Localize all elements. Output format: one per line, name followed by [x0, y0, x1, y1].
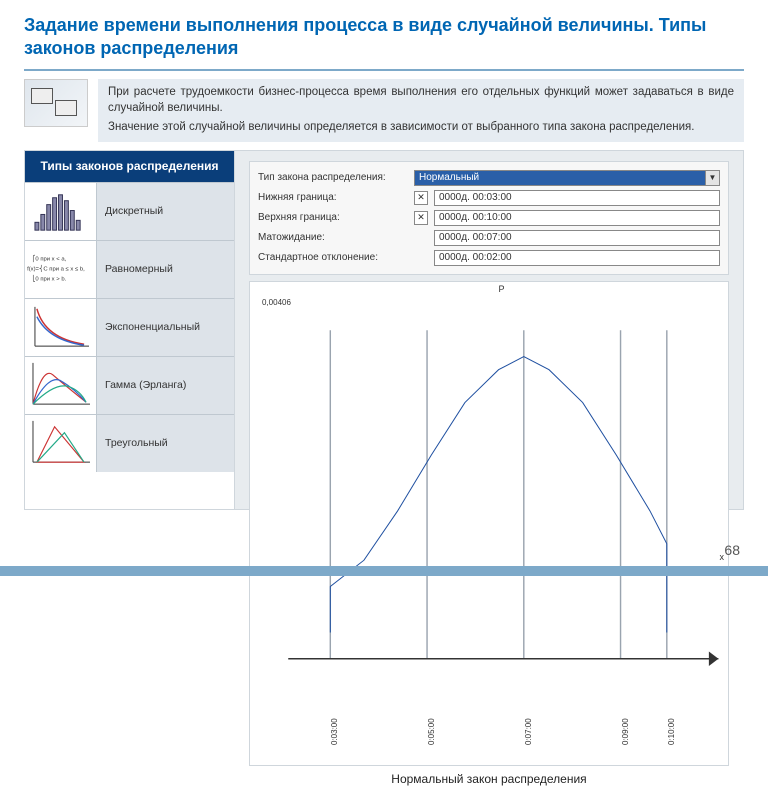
page-title: Задание времени выполнения процесса в ви… [0, 0, 768, 65]
dist-row-uniform[interactable]: ⎧0 при x < a, f(x)=⎨C при a ≤ x ≤ b, ⎩0 … [25, 240, 234, 298]
dist-thumb-discrete [25, 183, 97, 240]
form-label: Стандартное отклонение: [258, 252, 408, 263]
x-tick-label: 0:05:00 [427, 719, 436, 746]
right-panel: Тип закона распределения: Нормальный ▼ Н… [235, 151, 743, 509]
x-tick-label: 0:07:00 [524, 719, 533, 746]
mean-input[interactable]: 0000д. 00:07:00 [434, 230, 720, 246]
form-row-upper: Верхняя граница: ✕ 0000д. 00:10:00 [258, 208, 720, 228]
distribution-chart: 0:03:00 0:05:00 0:07:00 0:09:00 0:10:00 0,00… [249, 281, 729, 766]
dist-row-triangular[interactable]: Треугольный [25, 414, 234, 472]
intro-text: При расчете трудоемкости бизнес-процесса… [98, 79, 744, 142]
dist-row-exponential[interactable]: Экспоненциальный [25, 298, 234, 356]
chevron-down-icon: ▼ [705, 171, 719, 185]
page-number: 68 [724, 542, 740, 558]
clear-lower-button[interactable]: ✕ [414, 191, 428, 205]
dist-label: Гамма (Эрланга) [97, 357, 234, 414]
dist-label: Равномерный [97, 241, 234, 298]
chart-caption: Нормальный закон распределения [249, 766, 729, 786]
intro-p1: При расчете трудоемкости бизнес-процесса… [108, 85, 734, 116]
dist-label: Треугольный [97, 415, 234, 472]
intro-p2: Значение этой случайной величины определ… [108, 120, 734, 136]
stddev-input[interactable]: 0000д. 00:02:00 [434, 250, 720, 266]
dist-row-gamma[interactable]: Гамма (Эрланга) [25, 356, 234, 414]
intro-row: При расчете трудоемкости бизнес-процесса… [0, 79, 768, 150]
form-label: Матожидание: [258, 232, 408, 243]
form-label: Тип закона распределения: [258, 172, 408, 183]
clear-upper-button[interactable]: ✕ [414, 211, 428, 225]
sidebar-header: Типы законов распределения [25, 151, 234, 182]
form-row-type: Тип закона распределения: Нормальный ▼ [258, 168, 720, 188]
form-row-stddev: Стандартное отклонение: 0000д. 00:02:00 [258, 248, 720, 268]
form-label: Нижняя граница: [258, 192, 408, 203]
dist-thumb-triangular [25, 415, 97, 472]
form-label: Верхняя граница: [258, 212, 408, 223]
dist-label: Экспоненциальный [97, 299, 234, 356]
lower-bound-input[interactable]: 0000д. 00:03:00 [434, 190, 720, 206]
select-value: Нормальный [419, 172, 479, 183]
form-row-lower: Нижняя граница: ✕ 0000д. 00:03:00 [258, 188, 720, 208]
x-axis-label: x [720, 552, 725, 562]
x-tick-label: 0:10:00 [667, 719, 676, 746]
x-tick-label: 0:09:00 [621, 719, 630, 746]
form-row-mean: Матожидание: 0000д. 00:07:00 [258, 228, 720, 248]
svg-text:⎧0 при x < a,: ⎧0 при x < a, [31, 254, 67, 262]
distribution-type-select[interactable]: Нормальный ▼ [414, 170, 720, 186]
dist-thumb-exponential [25, 299, 97, 356]
main-area: Типы законов распределения Дискретный ⎧0… [24, 150, 744, 510]
distribution-form: Тип закона распределения: Нормальный ▼ Н… [249, 161, 729, 275]
dist-row-discrete[interactable]: Дискретный [25, 182, 234, 240]
upper-bound-input[interactable]: 0000д. 00:10:00 [434, 210, 720, 226]
p-axis-label: P [499, 284, 505, 294]
svg-text:f(x)=⎨C при a ≤ x ≤ b,: f(x)=⎨C при a ≤ x ≤ b, [27, 264, 85, 272]
dist-thumb-uniform: ⎧0 при x < a, f(x)=⎨C при a ≤ x ≤ b, ⎩0 … [25, 241, 97, 298]
title-underline [24, 69, 744, 71]
x-tick-label: 0:03:00 [330, 719, 339, 746]
svg-text:⎩0 при x > b.: ⎩0 при x > b. [31, 274, 67, 282]
dist-label: Дискретный [97, 183, 234, 240]
dist-thumb-gamma [25, 357, 97, 414]
footer-bar [0, 566, 768, 576]
intro-image [24, 79, 88, 127]
distribution-types-table: Типы законов распределения Дискретный ⎧0… [25, 151, 235, 509]
y-peak-label: 0,00406 [262, 298, 291, 307]
